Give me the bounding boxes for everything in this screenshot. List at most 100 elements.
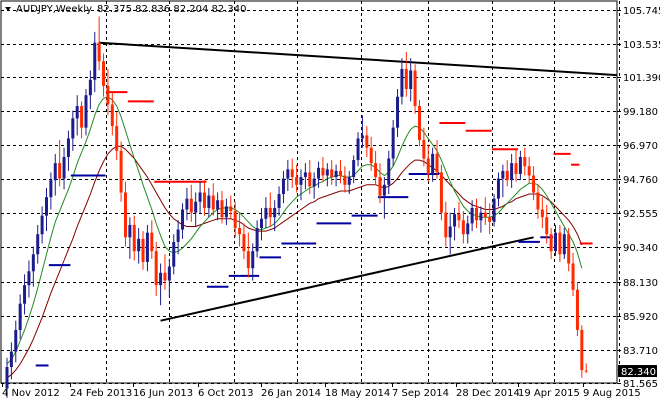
candle [176,220,180,255]
candle-body [268,207,272,218]
candle [492,194,496,227]
candle-body [281,178,285,195]
candle-body [518,156,522,174]
y-tick-label: 103.535 [623,40,660,51]
candle-body [31,254,35,272]
candle-body [378,177,382,196]
candle-body [470,207,474,224]
candle [40,206,44,244]
candle-body [431,153,435,174]
candles [5,16,588,398]
candle [154,241,158,296]
candle [413,64,417,114]
candle [123,181,127,247]
candle-body [330,169,334,178]
candle [106,68,110,116]
candle-body [558,232,562,255]
candle [514,149,518,182]
candle [242,223,246,259]
candle-body [475,207,479,221]
candle-body [14,329,18,352]
candle [80,101,84,139]
candle [18,294,22,340]
candle-body [141,238,145,262]
candle-body [457,214,461,221]
candle [211,183,215,216]
candle [102,53,106,97]
x-tick-label: 24 Feb 2013 [70,388,132,399]
x-tick-label: 16 Jun 2013 [133,388,193,399]
candle [382,177,386,219]
candle-body [102,61,106,86]
candle-body [396,96,400,128]
y-tick-label: 88.130 [623,278,658,289]
x-tick-label: 18 May 2014 [325,388,390,399]
y-tick-label: 96.970 [623,141,658,152]
candle-body [40,215,44,235]
candle-body [343,175,347,185]
candle-body [36,234,40,255]
candle [66,130,70,171]
candle [93,31,97,93]
candle [400,58,404,105]
x-tick-label: 4 Nov 2012 [2,388,60,399]
y-tick-label: 90.340 [623,243,658,254]
candle-body [211,195,215,210]
candle [435,139,439,179]
candle-body [562,234,566,255]
candle-body [360,135,364,139]
candle [202,180,206,216]
candle-body [273,207,277,218]
y-tick-label: 99.180 [623,107,658,118]
candle-body [356,138,360,161]
candle [23,274,27,315]
candle-body [312,178,316,187]
candle [479,206,483,233]
candle [58,139,62,187]
candle-body [387,158,391,185]
candle [330,160,334,185]
candle-body [97,42,101,62]
candle [260,207,264,241]
candle-body [413,70,417,107]
candle [246,232,250,278]
candle-body [202,192,206,208]
candle-body [352,160,356,178]
candle-body [571,263,575,290]
candle [308,160,312,195]
moving-average-slow [6,145,583,379]
candle-body [554,232,557,252]
candle-body [479,212,483,221]
candle-body [246,251,250,269]
candle [505,160,509,187]
candle [312,172,316,199]
candle-body [347,177,351,185]
candle [347,170,351,195]
candle [128,217,132,259]
candle-body [115,126,119,151]
x-tick-label: 26 Jan 2014 [261,388,321,399]
candle-body [365,135,369,148]
symbol-menu-icon[interactable] [5,7,11,11]
candle-body [422,139,426,159]
candle-body [540,209,544,218]
candle-body [75,106,79,119]
candle [220,190,224,224]
candle [461,211,465,244]
candle [356,132,360,167]
candle [88,70,92,110]
candle [527,156,531,184]
candle-body [123,192,127,238]
candle-body [532,175,536,193]
candle-body [216,200,220,210]
candle-body [23,285,27,304]
candle [453,207,457,241]
candle-body [466,223,470,235]
candle [290,158,294,188]
candle-body [374,163,378,178]
candle-body [286,169,290,179]
candle [317,161,321,188]
candle [62,147,66,190]
candle [532,166,536,201]
